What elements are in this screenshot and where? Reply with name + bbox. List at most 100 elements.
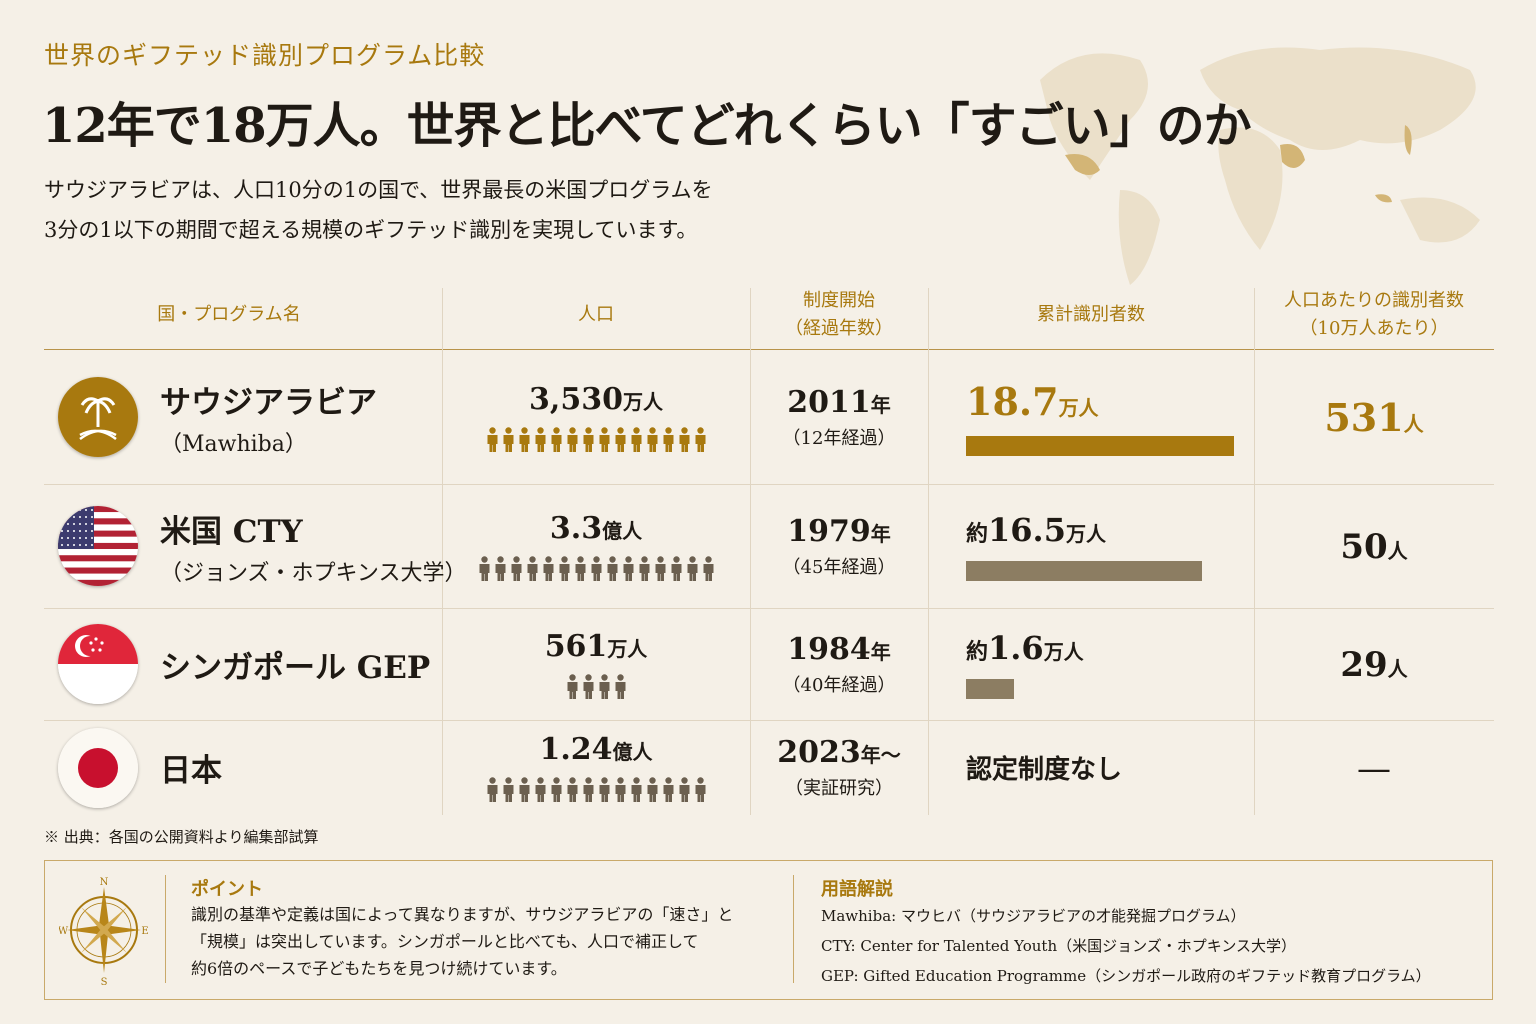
point-heading: ポイント [191,879,263,900]
cumulative-value: 18.7 [966,378,1059,424]
person-icon [479,555,489,581]
compass-n: N [100,877,109,888]
cumulative-value: 16.5 [988,511,1066,549]
person-icon [631,426,641,452]
per-capita-cell: 531人 [1254,350,1494,484]
country-name: サウジアラビア [160,384,377,421]
person-icon [575,555,585,581]
person-icon [519,777,529,802]
point-section: ポイント 識別の基準や定義は国によって異なりますが、サウジアラビアの「速さ」と … [191,875,733,982]
column-divider [1254,288,1255,815]
glossary-item: CTY: Center for Talented Youth（米国ジョンズ・ホプ… [821,937,1297,955]
per-capita-value: — [1357,748,1391,789]
program-name: 米国 CTY （ジョンズ・ホプキンス大学） [160,484,466,608]
people-icons [486,777,707,803]
person-icon [687,555,697,581]
row-divider [44,484,1494,485]
compass-w: W [59,926,69,937]
cumulative-unit: 万人 [1065,522,1106,546]
table-row: サウジアラビア （Mawhiba） 3,530万人 2011年 （12年経過） 18… [44,350,1494,484]
start-year-cell: 2011年 （12年経過） [750,350,928,484]
population-value: 3,530 [529,381,623,417]
person-icon [599,777,609,802]
person-icon [607,555,617,581]
per-capita-value: 29 [1340,645,1388,685]
lead-line-2: 3分の1以下の期間で超える規模のギフテッド識別を実現しています。 [44,218,698,242]
source-note: ※ 出典：各国の公開資料より編集部試算 [44,828,319,846]
person-icon [487,777,497,802]
population-value: 561 [544,628,608,664]
approx-prefix: 約 [966,639,989,665]
person-icon [671,555,681,581]
per-capita-value: 50 [1340,527,1388,567]
cumulative-cell: 18.7万人 [966,350,1286,484]
person-icon [599,426,609,452]
person-icon [535,426,545,452]
cumulative-cell: 認定制度なし [966,720,1286,815]
lead-line-1: サウジアラビアは、人口10分の1の国で、世界最長の米国プログラムを [44,178,713,202]
cumulative-bar [966,561,1203,581]
elapsed-years: （40年経過） [782,674,896,696]
year-unit: 年 [870,639,891,664]
glossary-section: 用語解説 Mawhiba: マウヒバ（サウジアラビアの才能発掘プログラム） CT… [821,875,1431,991]
start-year: 2011 [787,384,871,420]
cumulative-cell: 約1.6万人 [966,608,1286,720]
person-icon [503,777,513,802]
glossary-item: Mawhiba: マウヒバ（サウジアラビアの才能発掘プログラム） [821,907,1246,925]
per-capita-unit: 人 [1387,657,1408,681]
person-icon [599,673,609,699]
per-capita-cell: 50人 [1254,484,1494,608]
box-divider [793,875,794,983]
program-name: 日本 [160,720,222,815]
glossary-item: GEP: Gifted Education Programme（シンガポール政府… [821,967,1431,985]
people-icons [566,673,627,700]
cumulative-value: 1.6 [988,629,1044,667]
population-value: 1.24 [539,732,613,767]
country-name: 米国 CTY [160,513,303,550]
person-icon [487,426,497,452]
person-icon [495,555,505,581]
table-row: 米国 CTY （ジョンズ・ホプキンス大学） 3.3億人 1979年 （45年経過） … [44,484,1494,608]
header-population: 人口 [578,304,614,325]
table-row: シンガポール GEP 561万人 1984年 （40年経過） 約1.6万人 29人 [44,608,1494,720]
per-capita-unit: 人 [1387,539,1408,563]
people-icons [478,555,715,582]
person-icon [567,777,577,802]
person-icon [543,555,553,581]
country-name: シンガポール GEP [160,649,431,686]
person-icon [567,426,577,452]
table-row: 日本 1.24億人 2023年〜 （実証研究） 認定制度なし — [44,720,1494,815]
info-box: N S E W ポイント 識別の基準や定義は国によって異なりますが、サウジアラビ… [44,860,1493,1000]
person-icon [695,777,705,802]
person-icon [647,426,657,452]
header-start-sub: （経過年数） [785,318,893,339]
point-line: 約6倍のペースで子どもたちを見つけ続けています。 [191,959,567,978]
program-name: シンガポール GEP [160,608,430,720]
person-icon [583,426,593,452]
point-line: 「規模」は突出しています。シンガポールと比べても、人口で補正して [191,932,699,951]
cumulative-unit: 万人 [1058,395,1099,420]
population-unit: 万人 [622,389,663,414]
world-map-illustration [1040,47,1480,285]
start-year-cell: 2023年〜 （実証研究） [750,720,928,815]
person-icon [551,777,561,802]
header-per-capita: 人口あたりの識別者数 （10万人あたり） [1254,280,1494,350]
compass-s: S [101,977,108,985]
saudi-arabia-emblem-icon [58,377,138,457]
box-divider [165,875,166,983]
cumulative-value: 認定制度なし [966,755,1123,785]
header-per-sub: （10万人あたり） [1299,318,1449,339]
person-icon [527,555,537,581]
year-unit: 年 [870,392,891,417]
header-name: 国・プログラム名 [157,304,301,325]
person-icon [615,673,625,699]
page-title: 12年で18万人。世界と比べてどれくらい「すごい」のか [42,98,1252,154]
program-subtitle: （ジョンズ・ホプキンス大学） [160,560,467,586]
person-icon [615,426,625,452]
person-icon [583,777,593,802]
header-per-label: 人口あたりの識別者数 [1284,290,1464,311]
usa-flag-icon [58,506,138,586]
per-capita-cell: — [1254,720,1494,815]
elapsed-years: （12年経過） [782,427,896,449]
row-divider [44,608,1494,609]
